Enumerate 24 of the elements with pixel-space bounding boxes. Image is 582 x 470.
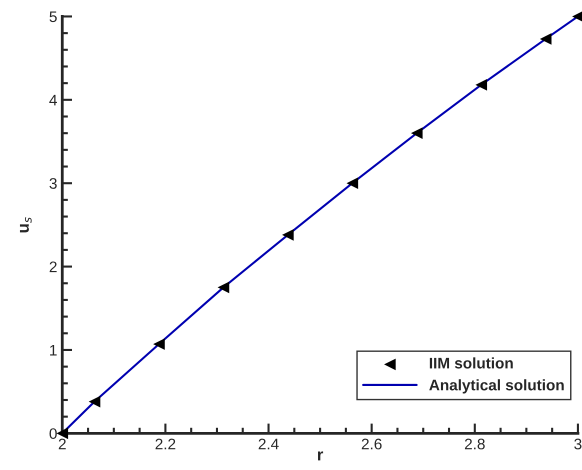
y-tick-label: 0 xyxy=(50,428,57,440)
point xyxy=(475,79,488,91)
legend-label: Analytical solution xyxy=(429,379,564,394)
point xyxy=(218,282,230,294)
x-tick-label: 2.6 xyxy=(362,438,382,450)
point xyxy=(153,338,165,350)
x-tick-label: 2.4 xyxy=(258,438,279,450)
legend-label: IIM solution xyxy=(430,357,513,369)
y-tick-label: 3 xyxy=(50,178,57,189)
x-tick-label: 3 xyxy=(574,438,582,450)
point xyxy=(410,127,423,139)
point xyxy=(540,33,552,45)
y-tick-label: 1 xyxy=(50,344,57,356)
y-axis-title: u$_{s}$ xyxy=(20,217,32,232)
y-tick-label: 2 xyxy=(50,261,57,272)
x-axis-title: r xyxy=(318,451,324,460)
point xyxy=(88,396,100,408)
x-tick-label: 2.2 xyxy=(156,438,176,450)
point xyxy=(346,177,358,190)
x-tick-label: 2.8 xyxy=(464,438,485,450)
y-tick-label: 5 xyxy=(50,11,57,22)
x-tick-label: 2 xyxy=(58,438,66,450)
point xyxy=(282,229,294,241)
y-tick-label: 4 xyxy=(49,94,57,106)
